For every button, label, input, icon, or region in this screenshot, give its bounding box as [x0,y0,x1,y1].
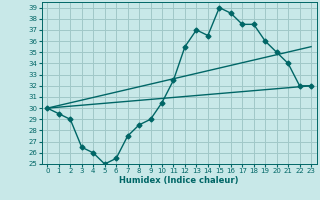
X-axis label: Humidex (Indice chaleur): Humidex (Indice chaleur) [119,176,239,185]
